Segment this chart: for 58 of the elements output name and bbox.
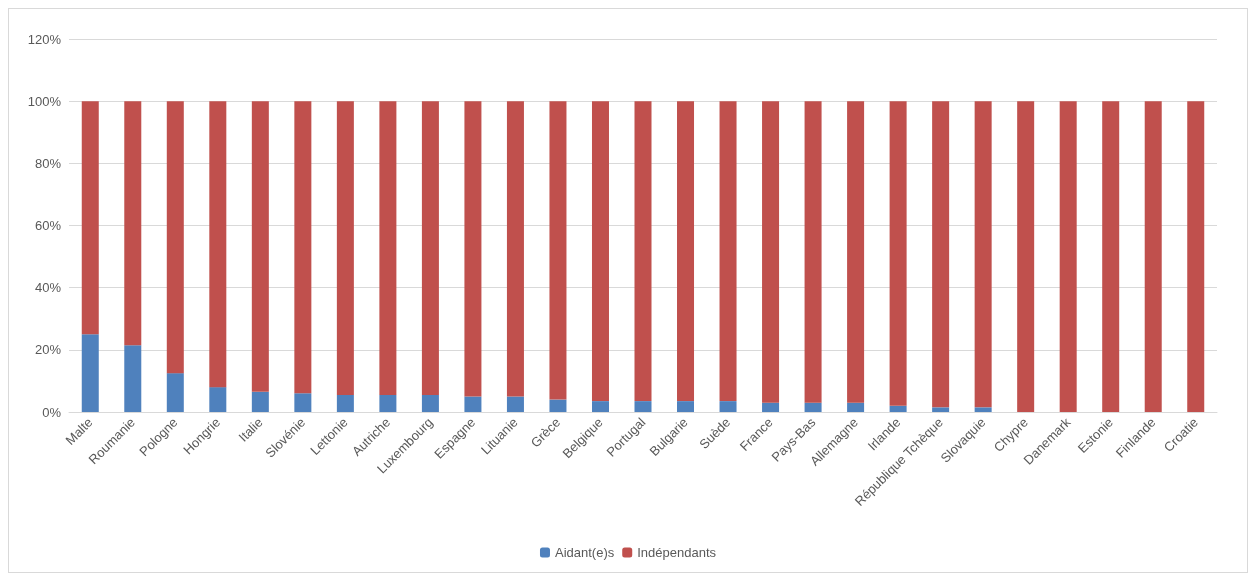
bar (166, 101, 184, 374)
bar (379, 101, 397, 395)
y-tick-label: 80% (34, 155, 62, 171)
bar (464, 396, 482, 412)
legend-label: Indépendants (637, 545, 717, 560)
bar (464, 101, 482, 397)
bar (677, 401, 695, 412)
bar (804, 101, 822, 403)
bar (209, 101, 227, 388)
bar (124, 101, 142, 346)
bar (634, 101, 652, 402)
bar (762, 101, 780, 403)
bar (932, 407, 950, 412)
bar (1102, 101, 1120, 412)
bar (421, 394, 439, 412)
legend-label: Aidant(e)s (554, 545, 615, 560)
bar (634, 401, 652, 412)
bar (1017, 101, 1035, 412)
bar (591, 401, 609, 412)
bar (251, 101, 269, 392)
bar (762, 402, 780, 412)
bar (549, 399, 567, 412)
bar (719, 101, 737, 402)
bar (847, 402, 865, 412)
y-tick-label: 0% (42, 404, 62, 420)
bar (81, 334, 99, 412)
bar (591, 101, 609, 402)
bar (124, 345, 142, 412)
bar (549, 101, 567, 400)
y-tick-label: 60% (34, 218, 62, 233)
y-tick-label: 40% (34, 280, 62, 296)
bar (974, 407, 992, 412)
bar (719, 401, 737, 412)
bar (889, 405, 907, 412)
bar (1144, 101, 1162, 412)
bar (506, 101, 524, 397)
bar (379, 394, 397, 412)
bar (251, 391, 269, 412)
y-tick-label: 20% (34, 342, 62, 358)
bar (974, 101, 992, 408)
bar (889, 101, 907, 406)
bar (932, 101, 950, 408)
bar (336, 394, 354, 412)
bar (294, 101, 312, 394)
bar (1187, 101, 1205, 412)
bar (294, 393, 312, 412)
bar (677, 101, 695, 402)
bar (421, 101, 439, 395)
bar (506, 396, 524, 412)
bar (804, 402, 822, 412)
bar (1059, 101, 1077, 412)
y-tick-label: 120% (27, 31, 62, 47)
y-tick-label: 100% (27, 93, 62, 109)
bar (209, 387, 227, 412)
bar (81, 101, 99, 335)
bar (166, 373, 184, 412)
bar (847, 101, 865, 403)
bar (336, 101, 354, 395)
